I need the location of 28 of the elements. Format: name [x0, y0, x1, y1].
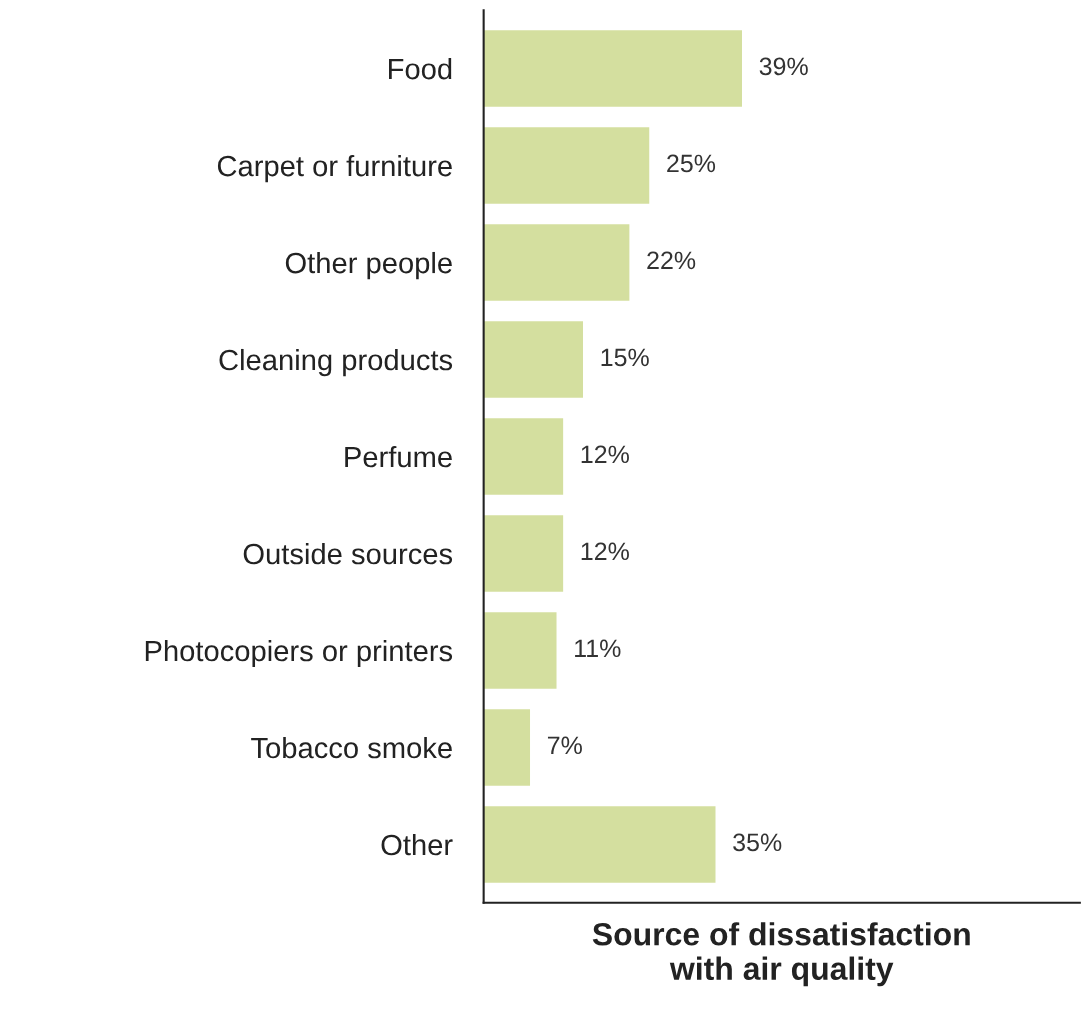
bar	[483, 321, 584, 398]
y-tick-label: Other	[381, 833, 453, 856]
bar	[483, 127, 650, 204]
data-label: 12%	[581, 542, 629, 561]
x-axis-title: Source of dissatisfaction with air quality	[592, 922, 970, 987]
data-label: 11%	[575, 639, 621, 658]
data-label: 15%	[601, 348, 649, 367]
data-label: 22%	[647, 251, 696, 270]
data-label: 39%	[759, 57, 808, 76]
y-tick-label: Carpet or furniture	[217, 154, 452, 183]
bar	[483, 709, 531, 786]
y-tick-label: Tobacco smoke	[251, 736, 452, 759]
data-label: 12%	[581, 445, 629, 464]
bar	[483, 418, 564, 495]
y-tick-label: Outside sources	[243, 542, 453, 565]
y-tick-label: Photocopiers or printers	[145, 639, 453, 668]
y-tick-label: Food	[389, 57, 452, 80]
y-tick-label: Perfume	[345, 445, 452, 468]
bar	[483, 30, 742, 107]
data-label: 7%	[547, 736, 582, 755]
y-tick-label: Other people	[285, 251, 452, 280]
bar	[483, 515, 564, 592]
bar	[483, 612, 557, 689]
bar	[483, 806, 716, 883]
bar	[483, 224, 630, 301]
data-label: 35%	[733, 833, 782, 852]
y-tick-label: Cleaning products	[219, 348, 453, 377]
data-label: 25%	[667, 154, 716, 173]
